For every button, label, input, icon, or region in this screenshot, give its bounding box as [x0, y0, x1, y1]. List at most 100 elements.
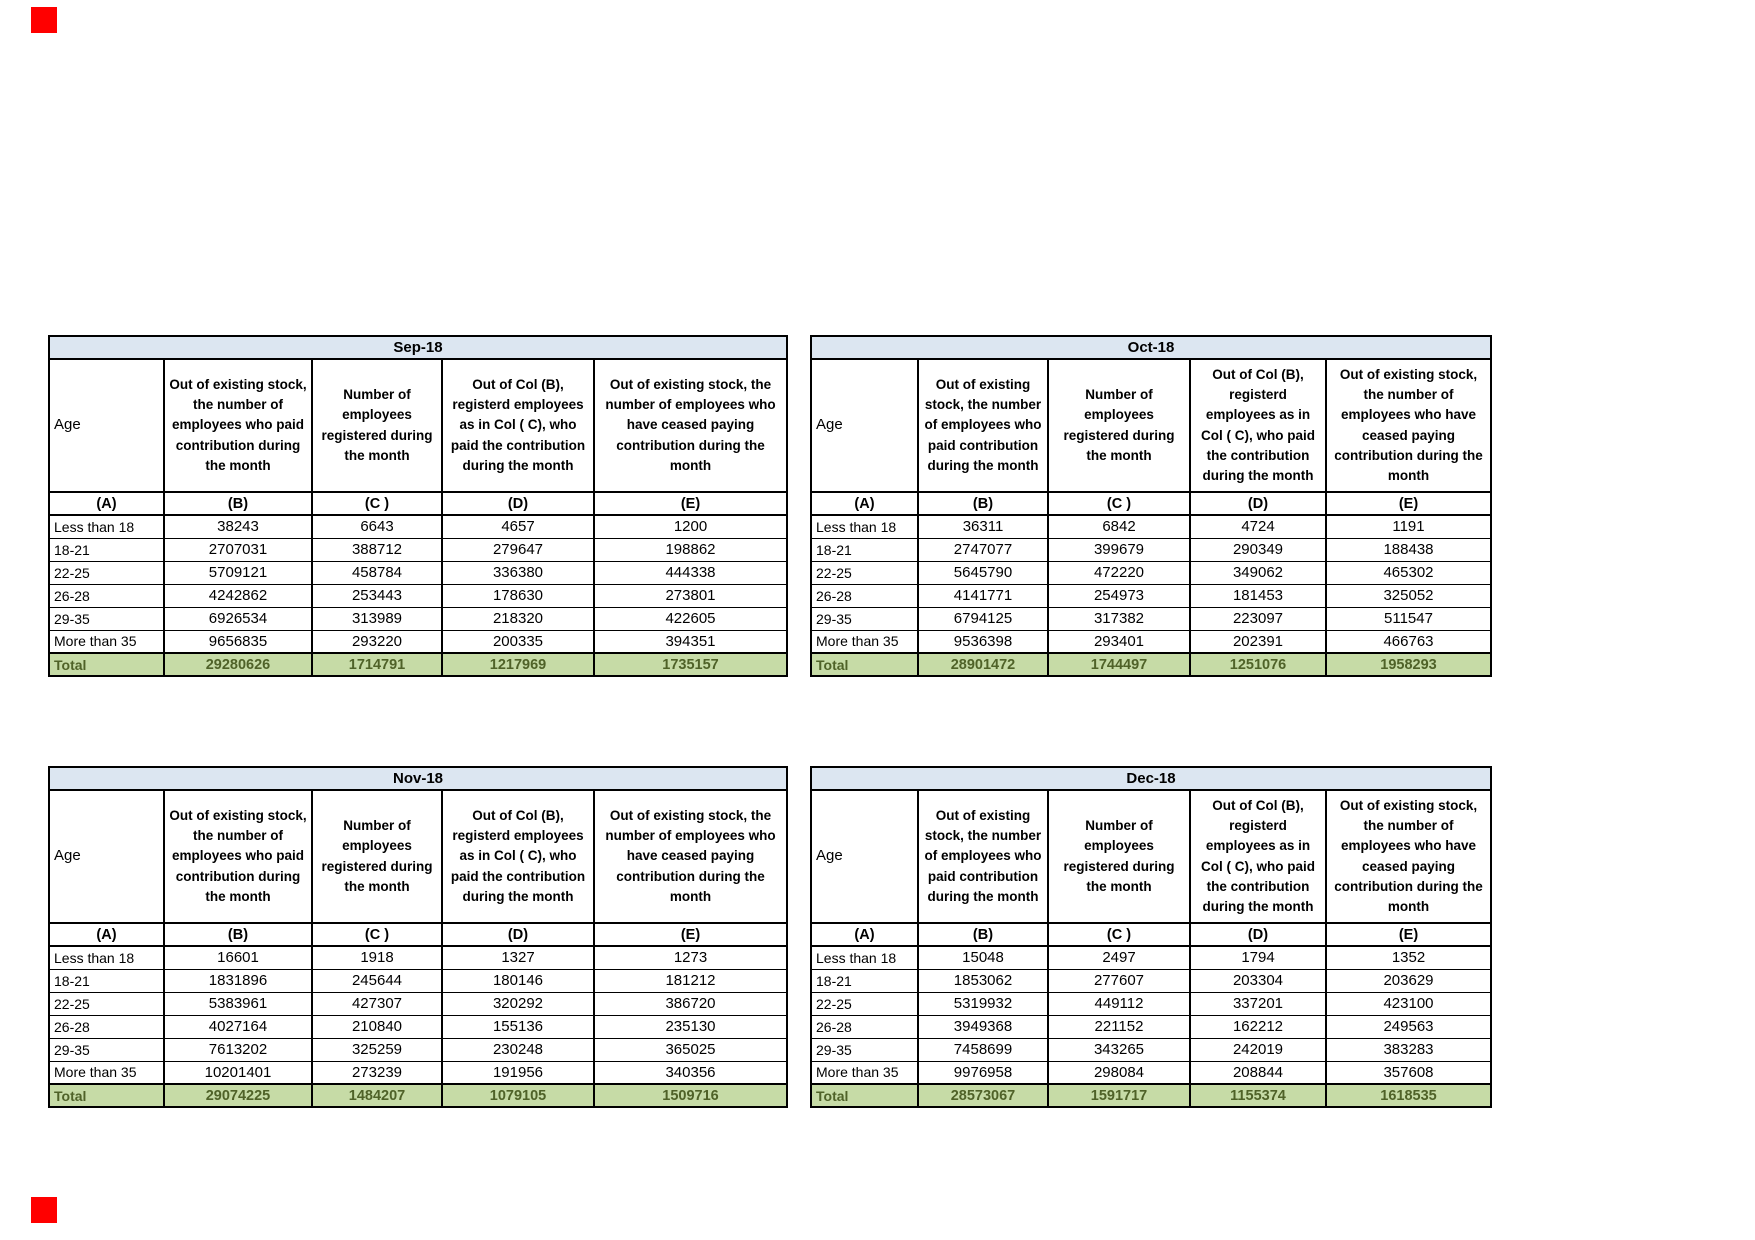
column-letter: (B) [163, 491, 313, 516]
value-cell: 6794125 [917, 606, 1049, 631]
value-cell: 5383961 [163, 991, 313, 1016]
value-cell: 343265 [1047, 1037, 1191, 1062]
value-cell: 9976958 [917, 1060, 1049, 1085]
value-cell: 181212 [593, 968, 788, 993]
value-cell: 254973 [1047, 583, 1191, 608]
age-group-label: 22-25 [48, 560, 165, 585]
table-title: Nov-18 [48, 766, 788, 791]
month-table: Oct-18 Age Out of existing stock, the numb… [810, 335, 1492, 677]
age-group-label: 29-35 [810, 606, 919, 631]
value-cell: 249563 [1325, 1014, 1492, 1039]
table-title-row: Oct-18 [810, 335, 1492, 360]
table-row: 26-28 4141771 254973 181453 325052 [810, 583, 1492, 608]
value-cell: 4027164 [163, 1014, 313, 1039]
column-header-col_e: Out of existing stock, the number of emp… [593, 358, 788, 493]
month-data-table: Dec-18 Age Out of existing stock, the numb… [810, 766, 1492, 1108]
value-cell: 325259 [311, 1037, 443, 1062]
value-cell: 386720 [593, 991, 788, 1016]
value-cell: 5319932 [917, 991, 1049, 1016]
column-header-col_b: Out of existing stock, the number of emp… [917, 789, 1049, 924]
value-cell: 293401 [1047, 629, 1191, 654]
total-value-cell: 1591717 [1047, 1083, 1191, 1108]
total-value-cell: 1155374 [1189, 1083, 1327, 1108]
column-header-col_d: Out of Col (B), registerd employees as i… [1189, 358, 1327, 493]
value-cell: 1200 [593, 514, 788, 539]
value-cell: 1352 [1325, 945, 1492, 970]
value-cell: 349062 [1189, 560, 1327, 585]
column-letter-row: (A) (B) (C ) (D) (E) [48, 922, 788, 947]
value-cell: 178630 [441, 583, 595, 608]
value-cell: 394351 [593, 629, 788, 654]
column-header-col_b: Out of existing stock, the number of emp… [163, 789, 313, 924]
total-value-cell: 29074225 [163, 1083, 313, 1108]
table-row: 18-21 1853062 277607 203304 203629 [810, 968, 1492, 993]
value-cell: 466763 [1325, 629, 1492, 654]
table-row: Less than 18 38243 6643 4657 1200 [48, 514, 788, 539]
column-letter: (C ) [311, 922, 443, 947]
month-table: Dec-18 Age Out of existing stock, the numb… [810, 766, 1492, 1108]
value-cell: 235130 [593, 1014, 788, 1039]
column-header-row: Age Out of existing stock, the number of … [48, 789, 788, 924]
value-cell: 365025 [593, 1037, 788, 1062]
month-data-table: Sep-18 Age Out of existing stock, the numb… [48, 335, 788, 677]
value-cell: 202391 [1189, 629, 1327, 654]
total-label: Total [48, 652, 165, 677]
value-cell: 277607 [1047, 968, 1191, 993]
value-cell: 210840 [311, 1014, 443, 1039]
value-cell: 2497 [1047, 945, 1191, 970]
value-cell: 1794 [1189, 945, 1327, 970]
value-cell: 7613202 [163, 1037, 313, 1062]
value-cell: 383283 [1325, 1037, 1492, 1062]
value-cell: 9536398 [917, 629, 1049, 654]
value-cell: 245644 [311, 968, 443, 993]
age-group-label: More than 35 [48, 629, 165, 654]
value-cell: 198862 [593, 537, 788, 562]
column-letter: (E) [593, 922, 788, 947]
total-value-cell: 28901472 [917, 652, 1049, 677]
value-cell: 427307 [311, 991, 443, 1016]
value-cell: 2747077 [917, 537, 1049, 562]
value-cell: 340356 [593, 1060, 788, 1085]
value-cell: 1273 [593, 945, 788, 970]
value-cell: 388712 [311, 537, 443, 562]
red-marker-top [31, 7, 57, 33]
column-header-col_b: Out of existing stock, the number of emp… [917, 358, 1049, 493]
column-letter: (A) [48, 491, 165, 516]
table-row: 22-25 5383961 427307 320292 386720 [48, 991, 788, 1016]
column-header-age: Age [48, 789, 165, 924]
value-cell: 458784 [311, 560, 443, 585]
value-cell: 293220 [311, 629, 443, 654]
value-cell: 5645790 [917, 560, 1049, 585]
total-value-cell: 1251076 [1189, 652, 1327, 677]
age-group-label: 26-28 [48, 583, 165, 608]
total-row: Total 29280626 1714791 1217969 1735157 [48, 652, 788, 677]
column-letter: (E) [1325, 491, 1492, 516]
column-header-col_c: Number of employees registered during th… [311, 358, 443, 493]
table-row: 29-35 6926534 313989 218320 422605 [48, 606, 788, 631]
value-cell: 188438 [1325, 537, 1492, 562]
age-group-label: 22-25 [810, 560, 919, 585]
value-cell: 218320 [441, 606, 595, 631]
table-title-row: Sep-18 [48, 335, 788, 360]
table-row: 22-25 5319932 449112 337201 423100 [810, 991, 1492, 1016]
value-cell: 180146 [441, 968, 595, 993]
table-row: More than 35 9536398 293401 202391 466763 [810, 629, 1492, 654]
column-letter: (C ) [1047, 491, 1191, 516]
table-title-row: Nov-18 [48, 766, 788, 791]
value-cell: 1918 [311, 945, 443, 970]
column-header-col_e: Out of existing stock, the number of emp… [1325, 358, 1492, 493]
table-row: 26-28 4027164 210840 155136 235130 [48, 1014, 788, 1039]
column-letter: (A) [810, 491, 919, 516]
total-value-cell: 1714791 [311, 652, 443, 677]
total-row: Total 28901472 1744497 1251076 1958293 [810, 652, 1492, 677]
month-table: Nov-18 Age Out of existing stock, the numb… [48, 766, 788, 1108]
total-value-cell: 1958293 [1325, 652, 1492, 677]
age-group-label: Less than 18 [810, 945, 919, 970]
column-header-row: Age Out of existing stock, the number of … [48, 358, 788, 493]
value-cell: 208844 [1189, 1060, 1327, 1085]
total-label: Total [810, 652, 919, 677]
table-row: Less than 18 36311 6842 4724 1191 [810, 514, 1492, 539]
value-cell: 1327 [441, 945, 595, 970]
value-cell: 7458699 [917, 1037, 1049, 1062]
